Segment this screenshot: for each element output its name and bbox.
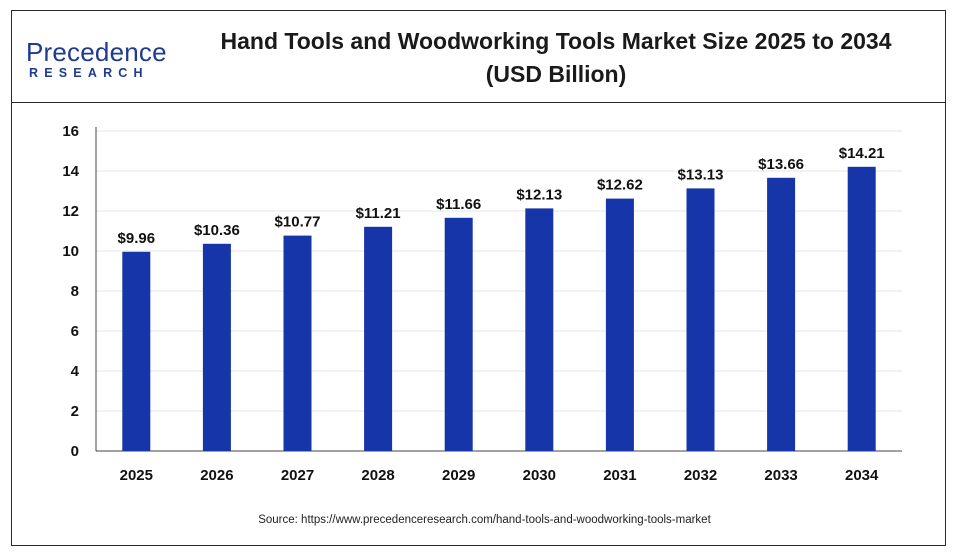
x-tick-label-2032: 2032 — [684, 467, 717, 484]
data-label-2029: $11.66 — [436, 196, 481, 213]
x-tick-label-2034: 2034 — [845, 467, 879, 484]
y-tick-label: 10 — [62, 243, 79, 260]
bar-2034 — [847, 166, 876, 452]
y-tick-label: 6 — [71, 323, 79, 340]
bar-2029 — [444, 217, 473, 451]
bar-2028 — [364, 226, 393, 451]
data-label-2026: $10.36 — [194, 222, 240, 239]
chart-header: Precedence RESEARCH Hand Tools and Woodw… — [12, 11, 945, 103]
y-tick-label: 0 — [71, 443, 79, 460]
x-tick-label-2033: 2033 — [764, 467, 797, 484]
bar-2031 — [605, 198, 634, 451]
chart-title: Hand Tools and Woodworking Tools Market … — [177, 25, 935, 91]
y-tick-label: 8 — [71, 283, 79, 300]
data-label-2033: $13.66 — [758, 156, 804, 173]
bar-2032 — [686, 188, 715, 451]
x-tick-label-2026: 2026 — [200, 467, 233, 484]
x-tick-label-2027: 2027 — [281, 467, 314, 484]
bar-2027 — [283, 235, 312, 451]
y-tick-label: 14 — [62, 163, 79, 180]
brand-logo: Precedence RESEARCH — [26, 37, 176, 87]
x-tick-label-2030: 2030 — [523, 467, 556, 484]
y-tick-label: 12 — [62, 203, 79, 220]
logo-subtitle: RESEARCH — [29, 66, 149, 80]
x-tick-label-2031: 2031 — [603, 467, 636, 484]
bar-2033 — [767, 177, 796, 452]
data-label-2027: $10.77 — [275, 214, 321, 231]
source-note: Source: https://www.precedenceresearch.c… — [258, 514, 711, 526]
data-label-2031: $12.62 — [597, 177, 643, 194]
x-tick-label-2028: 2028 — [361, 467, 394, 484]
data-label-2025: $9.96 — [118, 230, 156, 247]
x-tick-label-2029: 2029 — [442, 467, 475, 484]
x-tick-label-2025: 2025 — [120, 467, 153, 484]
data-label-2028: $11.21 — [356, 205, 401, 222]
bar-2030 — [525, 208, 554, 451]
y-tick-label: 16 — [62, 123, 79, 140]
bar-2026 — [202, 243, 231, 451]
chart-title-line-2: (USD Billion) — [485, 61, 627, 87]
data-label-2034: $14.21 — [839, 145, 885, 162]
logo-wordmark: Precedence — [26, 37, 167, 67]
data-label-2030: $12.13 — [516, 186, 562, 203]
data-label-2032: $13.13 — [678, 166, 724, 183]
y-tick-label: 2 — [71, 403, 79, 420]
y-tick-label: 4 — [71, 363, 80, 380]
chart-title-line-1: Hand Tools and Woodworking Tools Market … — [220, 28, 892, 54]
bar-2025 — [122, 251, 151, 451]
